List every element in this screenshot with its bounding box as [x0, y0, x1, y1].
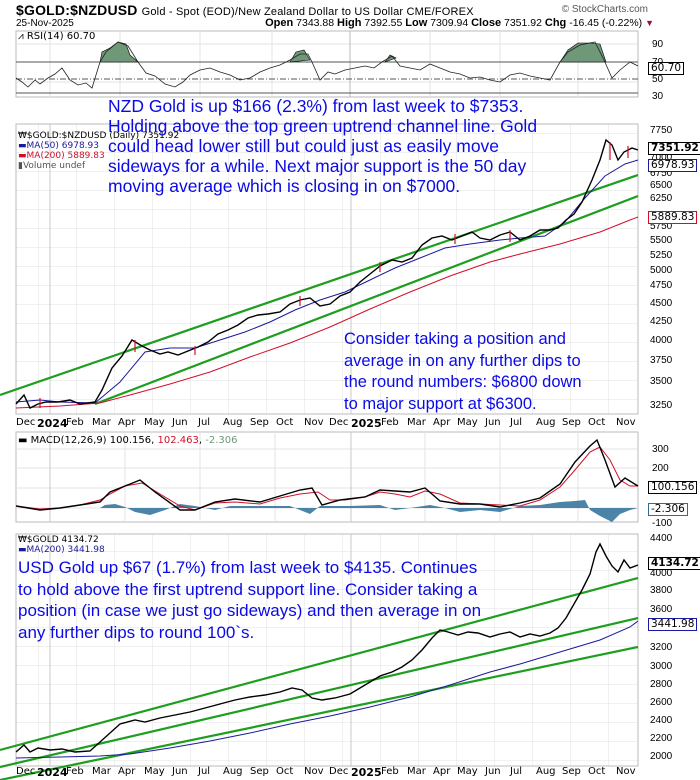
hist-value: -2.306 — [205, 435, 238, 446]
rsi-icon: ⩘ — [18, 31, 24, 42]
usd-legend-main: ₩$GOLD 4134.72 — [18, 535, 99, 545]
usd-annotation: USD Gold up $67 (1.7%) from last week to… — [18, 558, 482, 642]
svg-text:2600: 2600 — [650, 697, 673, 708]
usd-ma200-tag: 3441.98 — [648, 618, 698, 631]
svg-text:7000: 7000 — [650, 152, 673, 163]
nzd-annotation: NZD Gold is up $166 (2.3%) from last wee… — [108, 96, 538, 196]
open-value: 7343.88 — [296, 17, 335, 29]
svg-text:4750: 4750 — [650, 280, 673, 291]
rsi-value-tag: 60.70 — [648, 62, 685, 75]
brand-watermark: © StockCharts.com — [561, 4, 648, 15]
low-label: Low — [405, 17, 428, 29]
svg-text:-100: -100 — [652, 518, 672, 529]
svg-text:3200: 3200 — [650, 642, 673, 653]
symbol: $GOLD:$NZDUSD — [16, 2, 138, 18]
nzd-strategy-annotation: Consider taking a position and average i… — [344, 330, 582, 413]
macd-value-tag: 100.156 — [648, 481, 698, 494]
svg-text:3800: 3800 — [650, 585, 673, 596]
ohlc-summary: Open 7343.88 High 7392.55 Low 7309.94 Cl… — [265, 17, 654, 29]
ma200-legend: ▬MA(200) 5889.83 — [18, 151, 105, 161]
nzd-y-axis: 7750 7000 6750 6500 6250 5750 5500 5250 … — [650, 125, 673, 411]
high-value: 7392.55 — [364, 17, 403, 29]
svg-text:3750: 3750 — [650, 355, 673, 366]
nzd-legend: ₩$GOLD:$NZDUSD (Daily) 7351.92 ▬MA(50) 6… — [18, 131, 179, 171]
nzd-close-tag: 7351.92 — [648, 142, 700, 155]
high-label: High — [337, 17, 362, 29]
nzd-ma200-tag: 5889.83 — [648, 211, 698, 224]
nzd-ma50-tag: 6978.93 — [648, 159, 698, 172]
volume-icon: ▮ — [18, 161, 23, 171]
svg-text:300: 300 — [652, 444, 669, 455]
svg-text:5500: 5500 — [650, 235, 673, 246]
svg-text:200: 200 — [652, 463, 669, 474]
svg-text:5000: 5000 — [650, 265, 673, 276]
volume-legend: ▮Volume undef — [18, 161, 86, 171]
close-label: Close — [471, 17, 502, 29]
svg-text:4000: 4000 — [650, 335, 673, 346]
usd-price-panel: 4400 4000 3800 3600 3200 3000 2800 2600 … — [0, 533, 673, 780]
usd-legend: ₩$GOLD 4134.72 ▬MA(200) 3441.98 — [18, 535, 105, 555]
down-arrow-icon: ▼ — [645, 18, 654, 28]
svg-text:6250: 6250 — [650, 193, 673, 204]
svg-text:5250: 5250 — [650, 250, 673, 261]
svg-text:4250: 4250 — [650, 316, 673, 327]
usd-ma200-legend: ▬MA(200) 3441.98 — [18, 545, 105, 555]
svg-text:2200: 2200 — [650, 733, 673, 744]
symbol-description: Gold - Spot (EOD)/New Zealand Dollar to … — [141, 6, 474, 18]
usd-close-tag: 4134.72 — [648, 557, 700, 570]
macd-hist-tag: -2.306 — [648, 503, 688, 516]
nzd-price-panel: 7750 7000 6750 6500 6250 5750 5500 5250 … — [0, 123, 673, 415]
svg-text:2400: 2400 — [650, 715, 673, 726]
svg-text:90: 90 — [652, 39, 664, 50]
svg-text:3500: 3500 — [650, 376, 673, 387]
low-value: 7309.94 — [430, 17, 469, 29]
change-value: -16.45 (-0.22%) — [569, 17, 643, 29]
svg-text:4400: 4400 — [650, 533, 673, 544]
chart-header: $GOLD:$NZDUSD Gold - Spot (EOD)/New Zeala… — [16, 2, 474, 18]
macd-legend: ▬ MACD(12,26,9) 100.156, 102.463, -2.306 — [18, 435, 238, 446]
close-value: 7351.92 — [504, 17, 542, 29]
svg-text:3000: 3000 — [650, 661, 673, 672]
svg-text:7750: 7750 — [650, 125, 673, 136]
svg-text:6500: 6500 — [650, 180, 673, 191]
open-label: Open — [265, 17, 294, 29]
svg-text:4000: 4000 — [650, 568, 673, 579]
candles-icon: ₩ — [18, 535, 27, 545]
macd-label: MACD(12,26,9) — [30, 435, 107, 446]
usd-y-axis: 4400 4000 3800 3600 3200 3000 2800 2600 … — [650, 533, 673, 762]
svg-text:3250: 3250 — [650, 400, 673, 411]
svg-text:5750: 5750 — [650, 221, 673, 232]
signal-value: 102.463 — [157, 435, 199, 446]
svg-text:30: 30 — [652, 91, 664, 102]
svg-text:50: 50 — [652, 74, 664, 85]
macd-y-axis: 300 200 -100 — [652, 444, 672, 529]
rsi-legend: ⩘ RSI(14) 60.70 — [18, 31, 96, 42]
rsi-panel — [15, 30, 639, 98]
macd-value: 100.156 — [109, 435, 152, 446]
svg-text:6750: 6750 — [650, 168, 673, 179]
nzd-legend-main: ₩$GOLD:$NZDUSD (Daily) 7351.92 — [18, 131, 180, 141]
svg-text:2000: 2000 — [650, 751, 673, 762]
svg-text:4500: 4500 — [650, 298, 673, 309]
svg-text:3600: 3600 — [650, 604, 673, 615]
candles-icon: ₩ — [18, 131, 27, 141]
change-label: Chg — [544, 17, 567, 29]
macd-panel: 300 200 -100 — [15, 431, 672, 529]
chart-date: 25-Nov-2025 — [16, 18, 74, 29]
ma50-legend: ▬MA(50) 6978.93 — [18, 141, 99, 151]
svg-text:2800: 2800 — [650, 679, 673, 690]
